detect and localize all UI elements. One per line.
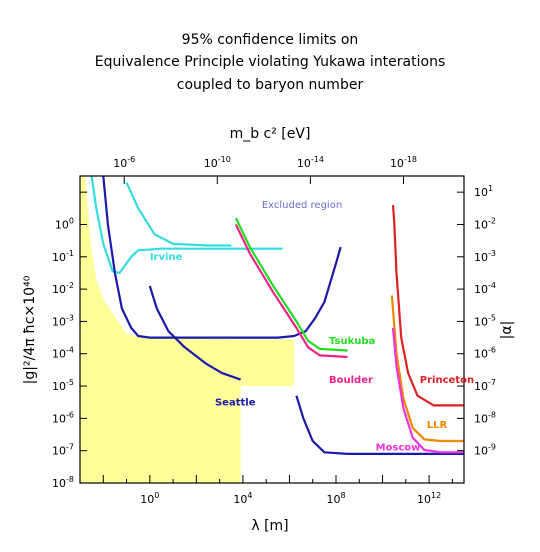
curve-irvine: [90, 176, 283, 274]
top-tick-label: 10-6: [113, 155, 135, 170]
x-tick-label: 108: [326, 491, 345, 506]
curve-seattle: [102, 176, 342, 339]
tick-labels: 100 104 108 1012 100 10-1 10-2 10-3 10-4 10-5 10-6…: [52, 155, 496, 506]
curve-segment-4: [295, 395, 464, 455]
title-line-3: coupled to baryon number: [177, 77, 364, 93]
plot-frame: [79, 175, 465, 484]
chart-title: 95% confidence limits on Equivalence Pri…: [95, 32, 446, 93]
title-line-1: 95% confidence limits on: [182, 32, 359, 48]
right-tick-label: 10-8: [474, 410, 496, 425]
right-y-axis-label: |α|: [499, 321, 515, 340]
right-tick-label: 101: [474, 184, 493, 199]
y-tick-label: 10-5: [52, 378, 74, 393]
x-tick-label: 100: [140, 491, 159, 506]
right-tick-label: 10-9: [474, 443, 496, 458]
series-label-moscow: Moscow: [376, 443, 421, 454]
y-tick-label: 10-3: [52, 313, 74, 328]
x-tick-label: 1012: [417, 491, 441, 506]
right-tick-label: 10-6: [474, 346, 496, 361]
top-tick-label: 10-14: [297, 155, 324, 170]
series-label-tsukuba: Tsukuba: [329, 336, 375, 347]
annotations: Excluded region Irvine Seattle Tsukuba Boul…: [150, 200, 474, 454]
right-tick-label: 10-7: [474, 378, 496, 393]
y-tick-label: 10-6: [52, 410, 74, 425]
top-tick-label: 10-10: [204, 155, 231, 170]
right-tick-label: 10-3: [474, 249, 496, 264]
curve-segment-1: [125, 182, 232, 247]
plot-area: [79, 175, 465, 484]
excluded-region-label: Excluded region: [262, 200, 342, 211]
x-tick-label: 104: [233, 491, 252, 506]
y-tick-label: 10-1: [52, 249, 74, 264]
top-tick-label: 10-18: [390, 155, 417, 170]
curve-moscow: [391, 327, 464, 454]
curve-llr: [390, 295, 464, 443]
right-tick-label: 10-2: [474, 216, 496, 231]
series-label-irvine: Irvine: [150, 252, 183, 263]
right-tick-label: 10-4: [474, 281, 496, 296]
y-tick-label: 100: [55, 216, 74, 231]
title-line-2: Equivalence Principle violating Yukawa i…: [95, 54, 446, 70]
series-label-seattle: Seattle: [215, 397, 256, 408]
series-label-princeton: Princeton: [420, 375, 474, 386]
curve-tsukuba: [234, 217, 348, 352]
curve-boulder: [234, 224, 348, 359]
x-axis-label: λ [m]: [251, 518, 288, 534]
series-label-llr: LLR: [427, 420, 448, 431]
y-tick-label: 10-8: [52, 475, 74, 490]
curve-princeton: [391, 205, 464, 407]
top-x-axis-label: m_b c² [eV]: [230, 126, 311, 142]
y-tick-label: 10-2: [52, 281, 74, 296]
right-tick-label: 10-5: [474, 313, 496, 328]
y-tick-label: 10-4: [52, 346, 74, 361]
allowed-region: [80, 176, 295, 483]
series-label-boulder: Boulder: [329, 375, 373, 386]
y-axis-label: |g|²/4π ħc×10⁴⁰: [22, 275, 38, 384]
curve-segment-3: [148, 285, 241, 381]
y-tick-label: 10-7: [52, 443, 74, 458]
